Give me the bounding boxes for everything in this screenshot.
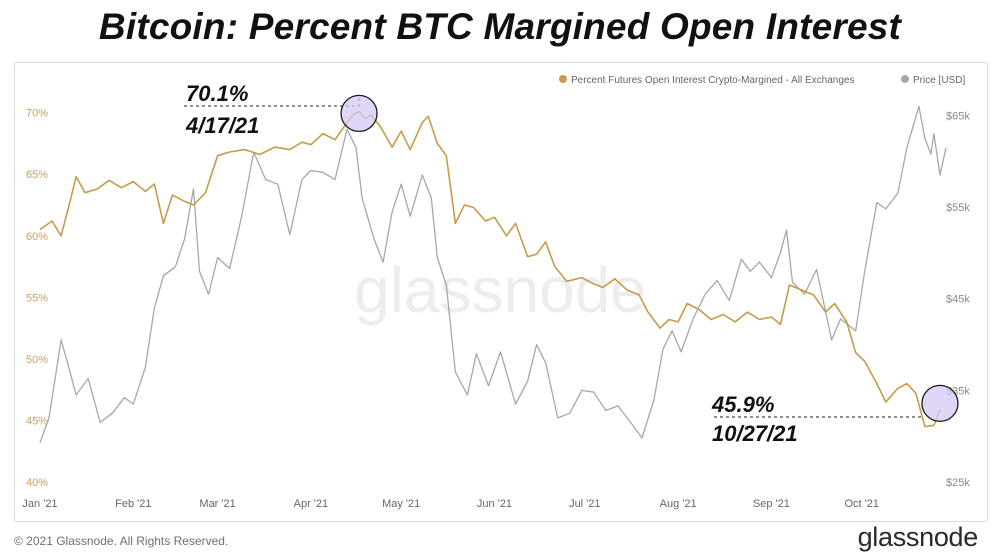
watermark-text: glassnode: [354, 254, 646, 326]
annotation-highlight-2: [921, 384, 959, 423]
legend: Percent Futures Open Interest Crypto-Mar…: [559, 75, 965, 86]
copyright: © 2021 Glassnode. All Rights Reserved.: [14, 534, 229, 548]
legend-label-price: Price [USD]: [913, 75, 965, 86]
annotation-highlight-1: [340, 94, 378, 133]
left-tick-label: 45%: [26, 415, 48, 427]
percent-series-line: [39, 110, 941, 428]
x-tick-label: Mar '21: [199, 498, 235, 510]
left-tick-label: 60%: [26, 231, 48, 243]
price-series-line: [39, 105, 947, 443]
x-tick-label: Aug '21: [660, 498, 697, 510]
x-tick-label: Jul '21: [569, 498, 600, 510]
annotation-value-1: 70.1%: [186, 81, 248, 106]
annotations: 70.1% 4/17/21 45.9% 10/27/21: [184, 81, 959, 446]
left-tick-label: 70%: [26, 108, 48, 120]
x-tick-label: Apr '21: [294, 498, 329, 510]
x-tick-label: Oct '21: [844, 498, 879, 510]
left-tick-label: 50%: [26, 354, 48, 366]
left-tick-label: 55%: [26, 292, 48, 304]
left-tick-label: 65%: [26, 169, 48, 181]
left-axis: 40% 45% 50% 55% 60% 65% 70%: [26, 108, 48, 489]
right-tick-label: $65k: [946, 110, 970, 122]
x-tick-label: Feb '21: [115, 498, 151, 510]
legend-label-percent: Percent Futures Open Interest Crypto-Mar…: [571, 75, 854, 86]
x-tick-label: Sep '21: [753, 498, 790, 510]
right-tick-label: $55k: [946, 202, 970, 214]
x-tick-label: Jun '21: [477, 498, 512, 510]
watermark: glassnode: [354, 254, 646, 326]
chart-title: Bitcoin: Percent BTC Margined Open Inter…: [98, 6, 902, 47]
chart-panel: [14, 62, 988, 522]
x-axis: Jan '21 Feb '21 Mar '21 Apr '21 May '21 Jun '…: [22, 498, 879, 510]
brand-logo: glassnode: [857, 522, 979, 552]
x-tick-label: Jan '21: [22, 498, 57, 510]
legend-marker-percent: [559, 75, 567, 83]
right-tick-label: $25k: [946, 477, 970, 489]
series-layer: [39, 105, 947, 443]
x-tick-label: May '21: [382, 498, 420, 510]
right-axis: $25k$35k$45k$55k$65k: [946, 110, 970, 489]
legend-marker-price: [901, 75, 909, 83]
annotation-value-2: 45.9%: [711, 392, 774, 417]
annotation-date-2: 10/27/21: [712, 421, 798, 446]
left-tick-label: 40%: [26, 477, 48, 489]
annotation-date-1: 4/17/21: [185, 113, 259, 138]
right-tick-label: $45k: [946, 294, 970, 306]
